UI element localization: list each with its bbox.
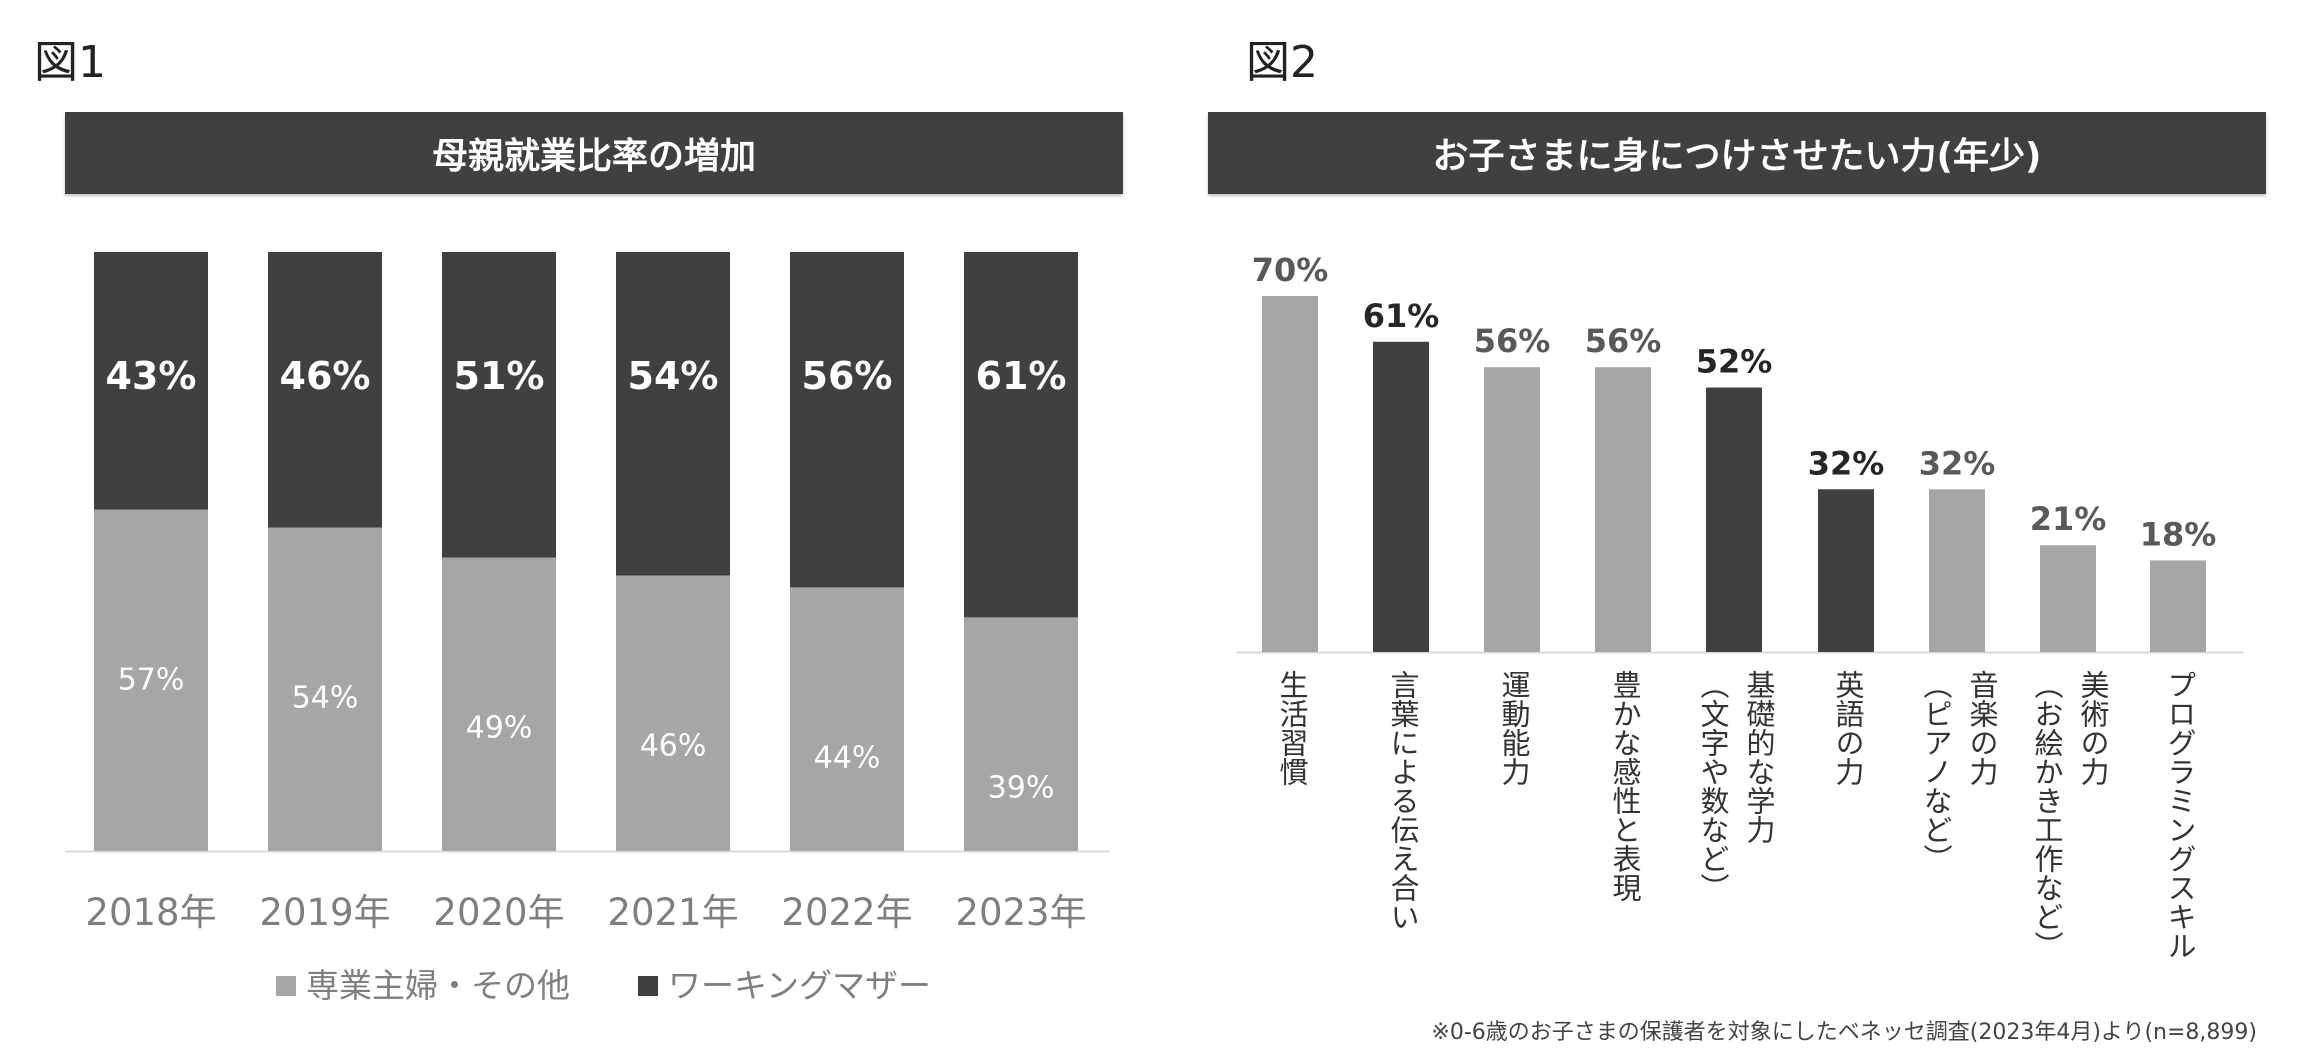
figure1-data-label: 43% [106, 354, 197, 398]
figure1-x-tick-label: 2022年 [781, 891, 912, 934]
figure1-bar-homemaker-2020年 [442, 557, 556, 851]
figure2-x-tick-label: 運動能力 [1497, 670, 1531, 786]
figure1-data-label: 54% [628, 354, 719, 398]
figure1-x-tick-label: 2020年 [433, 891, 564, 934]
figure1-bar-homemaker-2023年 [964, 617, 1078, 851]
figure1-legend-swatch-2 [638, 976, 658, 996]
figure2-x-tick-label: 音楽の力 [1965, 670, 1999, 786]
figure2-x-tick-label: （ピアノなど） [1919, 670, 1953, 873]
figure2-x-tick-label: （お絵かき工作など） [2030, 670, 2064, 960]
figure1-bar-working-2020年 [442, 252, 556, 558]
figure2-bar-7 [1929, 489, 1985, 652]
figure2-data-label: 21% [2030, 500, 2107, 538]
figure2-data-label: 52% [1696, 343, 1773, 381]
figure2-x-tick-label: （文字や数など） [1696, 670, 1730, 902]
figure1-data-label: 46% [280, 354, 371, 398]
figure1-label: 図1 [34, 37, 106, 88]
figure1-data-label: 51% [454, 354, 545, 398]
figure1-bar-working-2019年 [268, 252, 382, 528]
figure1-bar-homemaker-2021年 [616, 575, 730, 851]
footnote: ※0-6歳のお子さまの保護者を対象にしたベネッセ調査(2023年4月)より(n=… [1431, 1020, 2257, 1045]
figure2-data-label: 56% [1585, 322, 1662, 360]
figure2-x-tick-label: 豊かな感性と表現 [1608, 670, 1642, 902]
figure1-data-label: 57% [118, 663, 185, 698]
figure1-x-tick-label: 2023年 [955, 891, 1086, 934]
figure1-data-label: 46% [640, 728, 707, 763]
figure2-data-label: 32% [1919, 444, 1996, 482]
figure1-data-label: 49% [466, 710, 533, 745]
figure1-bar-homemaker-2018年 [94, 509, 208, 851]
figure2-data-label: 70% [1252, 251, 1329, 289]
figure1-legend-swatch-1 [276, 976, 296, 996]
figure1-chart: 57% 43% 2018年 54% 46% 2019年 49% 51% 2020年 46% 54% 2… [65, 252, 1110, 1005]
figure2-x-tick-label: 英語の力 [1831, 670, 1865, 786]
figure1-bar-working-2023年 [964, 252, 1078, 618]
figure1-bar-working-2021年 [616, 252, 730, 576]
figure2-label: 図2 [1246, 37, 1318, 88]
figure2-bar-8 [2040, 545, 2096, 652]
figure1-legend-label-2: ワーキングマザー [668, 966, 931, 1005]
figure2-x-tick-label: 美術の力 [2076, 670, 2110, 786]
figure1-x-tick-label: 2021年 [607, 891, 738, 934]
figure1-x-tick-label: 2019年 [259, 891, 390, 934]
figure2-bar-5 [1706, 387, 1762, 652]
figure1-bar-working-2022年 [790, 252, 904, 588]
figure2-data-label: 56% [1474, 322, 1551, 360]
figure1-title: 母親就業比率の増加 [65, 112, 1123, 194]
figure1-x-tick-label: 2018年 [85, 891, 216, 934]
figure2-x-tick-label: 言葉による伝え合い [1386, 670, 1420, 931]
figure1-bar-homemaker-2022年 [790, 587, 904, 851]
figure2-bar-4 [1595, 367, 1651, 652]
figure2-bar-2 [1373, 341, 1429, 652]
figure2-x-tick-label: 生活習慣 [1275, 670, 1309, 786]
figure2-data-label: 32% [1808, 444, 1885, 482]
figure2-title: お子さまに身につけさせたい力(年少) [1208, 112, 2266, 194]
figure2-bar-1 [1262, 296, 1318, 652]
figure1-data-label: 39% [988, 770, 1055, 805]
figure1-bar-working-2018年 [94, 252, 208, 510]
figure1-data-label: 54% [292, 681, 359, 716]
figure1-bar-homemaker-2019年 [268, 527, 382, 851]
figure2-x-tick-label: プログラミングスキル [2163, 670, 2197, 960]
figure2-bar-9 [2150, 560, 2206, 652]
figure2-x-tick-label: 基礎的な学力 [1742, 670, 1776, 844]
figure1-data-label: 44% [814, 740, 881, 775]
figure2-data-label: 61% [1363, 297, 1440, 335]
figure1-data-label: 61% [976, 354, 1067, 398]
figure2-bar-3 [1484, 367, 1540, 652]
figure1-legend-label-1: 専業主婦・その他 [306, 966, 570, 1005]
figure2-bar-6 [1818, 489, 1874, 652]
figure2-data-label: 18% [2140, 515, 2217, 553]
figure1-data-label: 56% [802, 354, 893, 398]
